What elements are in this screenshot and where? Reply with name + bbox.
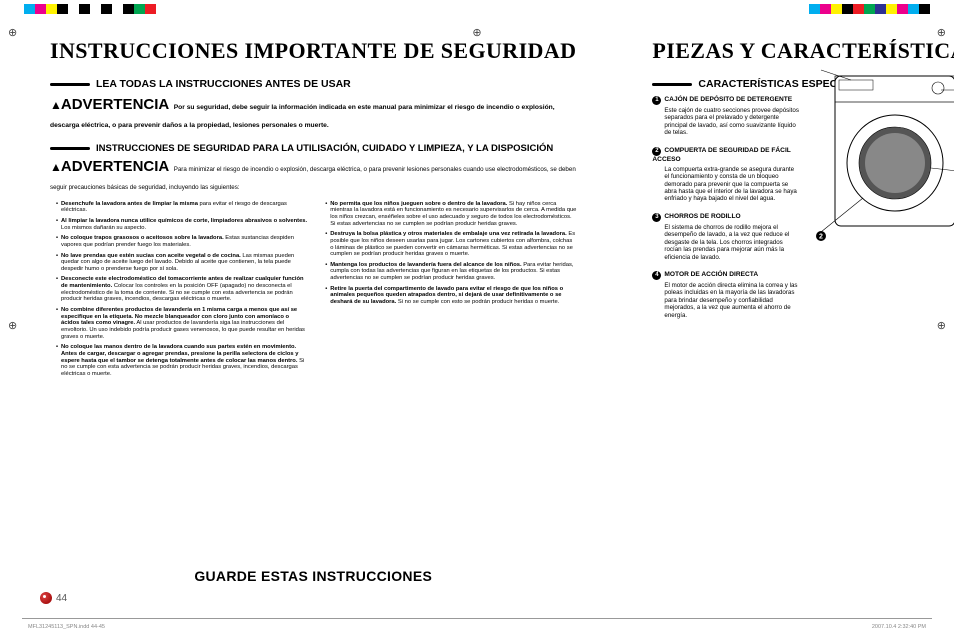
colorbar-left [24,4,156,14]
bullet-item: Al limpiar la lavadora nunca utilice quí… [56,218,307,231]
feature-item: 3CHORROS DE RODILLOEl sistema de chorros… [652,213,799,261]
bullet-item: Retire la puerta del compartimento de la… [325,286,576,306]
bullet-item: No coloque trapos grasosos o aceitosos s… [56,235,307,248]
page-right: PIEZAS Y CARACTERÍSTICAS CARACTERÍSTICAS… [624,28,954,602]
bullet-item: Destruya la bolsa plástica y otros mater… [325,231,576,258]
bullet-item: No coloque las manos dentro de la lavado… [56,344,307,377]
warning-1: ▲ADVERTENCIA Por su seguridad, debe segu… [50,96,576,133]
warning-2: ▲ADVERTENCIA Para minimizar el riesgo de… [50,158,576,195]
bullet-item: Mantenga los productos de lavandería fue… [325,262,576,282]
meta-bar: MFL31245113_SPN.indd 44-45 2007.10.4 2:3… [22,618,932,632]
lg-logo-icon [40,592,52,604]
feature-item: 2COMPUERTA DE SEGURIDAD DE FÁCIL ACCESOL… [652,147,799,203]
right-main-title: PIEZAS Y CARACTERÍSTICAS [652,38,954,64]
bullet-item: No permita que los niños jueguen sobre o… [325,201,576,228]
svg-text:2: 2 [820,234,824,241]
section-heading: LEA TODAS LA INSTRUCCIONES ANTES DE USAR [50,78,576,90]
page-num-left: 44 [40,592,67,604]
reg-mark: ⊕ [8,26,17,39]
bullets-columns: Desenchufe la lavadora antes de limpiar … [50,201,576,382]
feature-item: 1CAJÓN DE DEPÓSITO DE DETERGENTEEste caj… [652,96,799,137]
kicker-text: INSTRUCCIONES DE SEGURIDAD PARA LA UTILI… [96,143,553,154]
feature-item: 4MOTOR DE ACCIÓN DIRECTAEl motor de acci… [652,271,799,319]
meta-file: MFL31245113_SPN.indd 44-45 [28,624,105,630]
page-left: INSTRUCCIONES IMPORTANTE DE SEGURIDAD LE… [22,28,604,602]
bullet-item: No combine diferentes productos de lavan… [56,307,307,340]
spread: INSTRUCCIONES IMPORTANTE DE SEGURIDAD LE… [22,28,932,602]
bullets-right: No permita que los niños jueguen sobre o… [319,201,576,382]
washer-diagram: 1 2 3 4 [813,68,954,268]
bullets-left: Desenchufe la lavadora antes de limpiar … [50,201,307,382]
left-main-title: INSTRUCCIONES IMPORTANTE DE SEGURIDAD [50,38,576,64]
kicker-1: INSTRUCCIONES DE SEGURIDAD PARA LA UTILI… [50,143,576,154]
bullet-item: No lave prendas que estén sucias con ace… [56,253,307,273]
meta-time: 2007.10.4 2:32:40 PM [872,624,926,630]
colorbar-right [798,4,930,14]
bullet-item: Desenchufe la lavadora antes de limpiar … [56,201,307,214]
section-title: LEA TODAS LA INSTRUCCIONES ANTES DE USAR [96,78,351,90]
bullet-item: Desconecte este electrodoméstico del tom… [56,276,307,303]
reg-mark: ⊕ [8,319,17,332]
guard-footer: GUARDE ESTAS INSTRUCCIONES [194,568,432,584]
